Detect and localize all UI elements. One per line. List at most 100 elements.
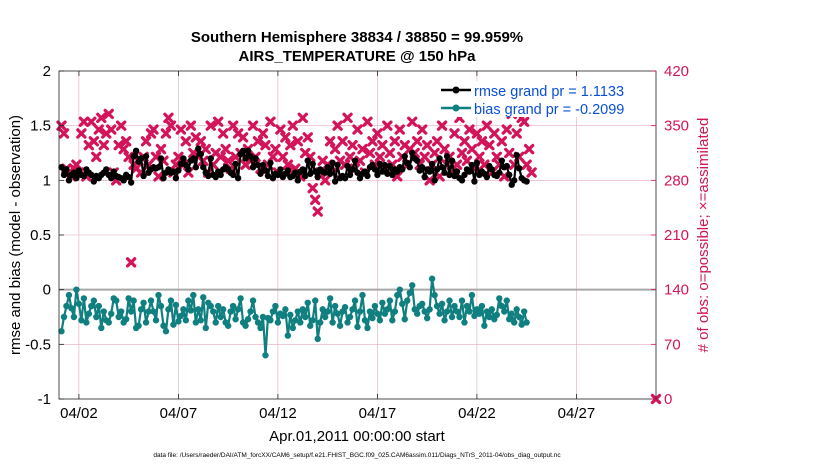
obs-count-point <box>394 124 405 135</box>
bias-point <box>309 317 316 324</box>
obs-count-point <box>523 143 535 155</box>
obs-count-point <box>439 143 450 155</box>
bias-point <box>217 313 224 321</box>
rmse-point <box>326 170 334 177</box>
rmse-point <box>217 171 224 179</box>
rmse-point <box>386 162 394 170</box>
y-axis-label-left: rmse and bias (model - observation) <box>7 115 24 355</box>
rmse-point <box>523 178 530 185</box>
rmse-point <box>257 170 264 177</box>
y-right-tick-label: 140 <box>664 282 689 299</box>
bias-point <box>346 313 354 321</box>
x-tick-label: 04/12 <box>259 405 297 422</box>
obs-count-point <box>377 139 388 151</box>
obs-count-point <box>342 112 353 124</box>
bias-point <box>448 313 456 321</box>
obs-count-point <box>71 159 82 170</box>
bias-point <box>421 308 428 315</box>
bias-point <box>436 310 443 317</box>
rmse-point <box>334 161 341 169</box>
obs-count-point <box>518 116 530 127</box>
legend-box <box>438 81 650 117</box>
bias-point <box>379 299 386 306</box>
bias-point <box>170 321 177 328</box>
obs-count-point <box>416 124 428 135</box>
bias-point <box>150 308 157 315</box>
bias-point <box>272 302 279 310</box>
obs-count-point <box>260 139 271 151</box>
rmse-point <box>252 155 259 162</box>
bias-point <box>461 319 468 326</box>
rmse-point <box>264 172 272 180</box>
bias-point <box>374 310 381 317</box>
bias-point <box>282 306 289 313</box>
rmse-point <box>441 169 448 176</box>
rmse-point <box>503 162 510 170</box>
rmse-point <box>160 174 167 182</box>
bias-point <box>334 310 341 317</box>
bias-point <box>83 319 90 326</box>
bias-point <box>418 300 426 308</box>
bias-point <box>376 317 384 324</box>
bias-point <box>185 297 192 304</box>
bias-point <box>100 308 107 315</box>
y-right-tick-label: 70 <box>664 336 681 353</box>
bias-point <box>501 308 508 315</box>
bias-point <box>287 311 294 319</box>
chart-title-line1: Southern Hemisphere 38834 / 38850 = 99.9… <box>191 29 523 46</box>
bias-point <box>354 323 361 331</box>
bias-point <box>234 306 242 313</box>
bias-point <box>284 332 292 339</box>
obs-count-point <box>267 151 279 163</box>
bias-point <box>70 313 78 321</box>
rmse-point <box>140 172 147 180</box>
obs-count-point <box>436 120 448 131</box>
obs-count-point <box>297 112 308 124</box>
rmse-point <box>401 153 408 160</box>
rmse-point <box>329 159 336 167</box>
bias-point <box>113 297 120 304</box>
obs-count-point <box>76 128 87 139</box>
bias-series <box>58 275 530 359</box>
bias-point <box>257 324 264 332</box>
legend-rmse-label: rmse grand pr = 1.1133 <box>474 84 624 100</box>
bias-point <box>369 314 376 322</box>
rmse-point <box>381 161 389 169</box>
obs-count-point <box>222 155 234 167</box>
bias-point <box>182 317 190 324</box>
bias-point <box>242 322 249 329</box>
bias-point <box>488 306 496 313</box>
rmse-point <box>170 168 177 175</box>
bias-point <box>506 315 513 323</box>
bias-point <box>254 319 262 326</box>
bias-point <box>523 319 530 326</box>
bias-point <box>78 317 85 324</box>
rmse-point <box>58 164 65 171</box>
bias-point <box>312 297 319 304</box>
rmse-point <box>88 171 95 179</box>
rmse-point <box>428 160 436 168</box>
bias-point <box>93 313 100 321</box>
rmse-point <box>513 151 520 159</box>
rmse-point <box>443 153 451 160</box>
obs-count-point <box>270 143 281 155</box>
obs-count-point <box>285 139 296 151</box>
obs-count-point <box>332 120 343 131</box>
rmse-point <box>466 168 473 175</box>
rmse-point <box>321 169 329 176</box>
obs-count-point <box>431 136 443 147</box>
bias-point <box>137 306 145 313</box>
bias-point <box>513 306 520 313</box>
obs-count-point <box>103 108 114 120</box>
obs-count-point <box>115 120 127 131</box>
bias-point <box>279 312 287 320</box>
obs-count-point <box>287 120 299 131</box>
bias-point <box>274 319 282 326</box>
legend: rmse grand pr = 1.1133 bias grand pr = -… <box>438 81 650 118</box>
bias-point <box>476 310 483 317</box>
obs-count-point <box>227 120 239 131</box>
obs-count-point <box>78 116 90 127</box>
rmse-point <box>389 171 396 179</box>
bias-point <box>428 275 436 282</box>
